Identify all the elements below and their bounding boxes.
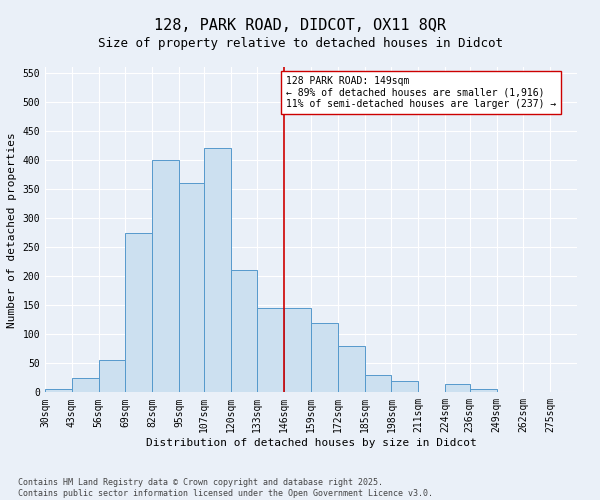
Bar [257,308,284,392]
Bar [338,346,365,393]
Bar [179,183,204,392]
Bar [204,148,230,392]
X-axis label: Distribution of detached houses by size in Didcot: Distribution of detached houses by size … [146,438,476,448]
Bar [152,160,179,392]
Text: Size of property relative to detached houses in Didcot: Size of property relative to detached ho… [97,38,503,51]
Text: Contains HM Land Registry data © Crown copyright and database right 2025.
Contai: Contains HM Land Registry data © Crown c… [18,478,433,498]
Bar [391,381,418,392]
Bar [98,360,125,392]
Bar [470,390,497,392]
Text: 128, PARK ROAD, DIDCOT, OX11 8QR: 128, PARK ROAD, DIDCOT, OX11 8QR [154,18,446,32]
Bar [125,232,152,392]
Bar [311,322,338,392]
Y-axis label: Number of detached properties: Number of detached properties [7,132,17,328]
Text: 128 PARK ROAD: 149sqm
← 89% of detached houses are smaller (1,916)
11% of semi-d: 128 PARK ROAD: 149sqm ← 89% of detached … [286,76,556,109]
Bar [72,378,98,392]
Bar [45,390,72,392]
Bar [284,308,311,392]
Bar [365,375,391,392]
Bar [445,384,470,392]
Bar [230,270,257,392]
